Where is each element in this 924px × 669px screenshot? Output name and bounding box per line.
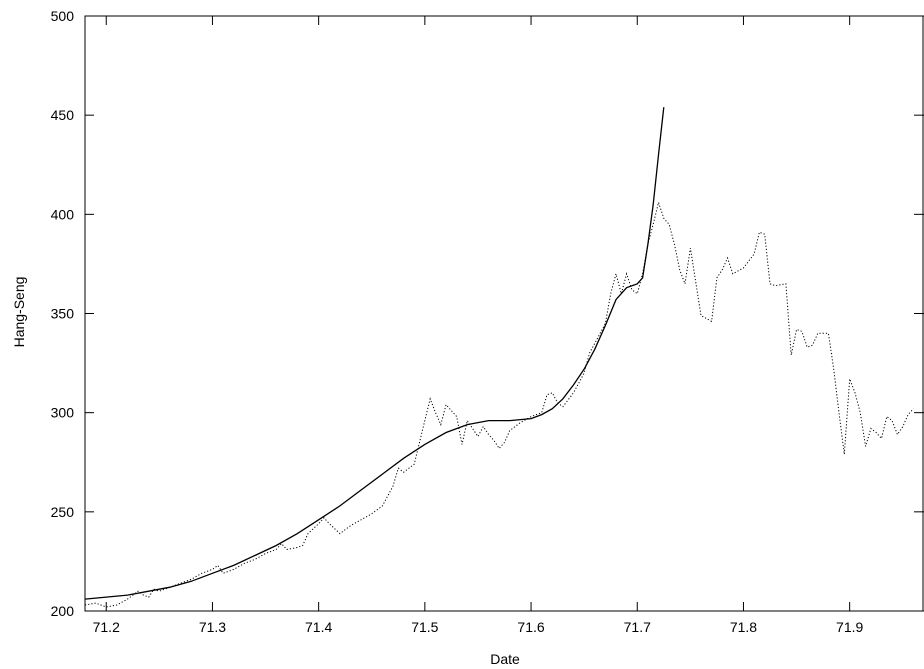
y-tick-label: 300 <box>51 405 75 421</box>
y-tick-label: 500 <box>51 8 75 24</box>
axes: 200 250 300 350 400 450 500 71.2 71.3 71.4 71.5 71.… <box>51 8 924 635</box>
y-tick-label: 450 <box>51 107 75 123</box>
x-tick-label: 71.2 <box>93 619 120 635</box>
x-tick-label: 71.8 <box>730 619 757 635</box>
x-tick-label: 71.6 <box>517 619 544 635</box>
x-tick-label: 71.7 <box>624 619 651 635</box>
x-tick-label: 71.4 <box>305 619 332 635</box>
y-axis-label: Hang-Seng <box>11 277 27 348</box>
x-axis-label: Date <box>490 651 520 667</box>
y-tick-label: 400 <box>51 206 75 222</box>
y-tick-label: 350 <box>51 306 75 322</box>
x-tick-label: 71.3 <box>199 619 226 635</box>
series-line-solid <box>84 107 665 600</box>
y-tick-label: 250 <box>51 504 75 520</box>
x-tick-label: 71.5 <box>411 619 438 635</box>
series-layer <box>84 107 914 608</box>
x-tick-label: 71.9 <box>836 619 863 635</box>
y-tick-label: 200 <box>51 603 75 619</box>
